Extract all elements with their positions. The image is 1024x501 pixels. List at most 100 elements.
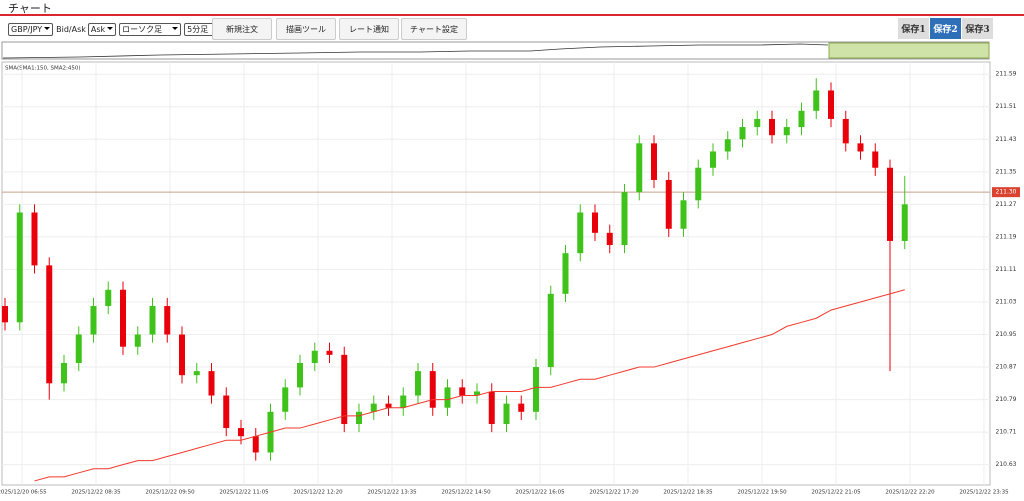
candle-body	[695, 167, 702, 201]
candle	[415, 362, 421, 404]
y-tick-label: 210.95	[996, 331, 1017, 338]
candle	[252, 428, 259, 461]
save-tab[interactable]: 保存1	[898, 18, 929, 39]
candle	[636, 135, 643, 201]
candle-body	[562, 253, 569, 294]
x-tick-label: 2025/12/22 21:05	[811, 490, 861, 496]
side-select[interactable]: Ask	[87, 22, 117, 36]
candle	[901, 175, 908, 250]
candle-body	[754, 118, 761, 128]
candle-body	[857, 143, 864, 152]
current-price-tag	[992, 187, 1020, 198]
candle	[459, 379, 466, 404]
toolbar-button[interactable]: レート通知	[339, 18, 399, 40]
candle	[429, 362, 436, 416]
candle	[474, 383, 480, 404]
x-tick-label: 2025/12/22 23:35	[959, 490, 1009, 496]
candle-body	[547, 293, 554, 368]
candle-body	[252, 436, 259, 453]
candle-body	[724, 139, 731, 152]
candle-body	[533, 367, 539, 412]
candle	[208, 362, 215, 404]
x-tick-label: 2025/12/22 19:50	[737, 490, 787, 496]
candle	[665, 171, 672, 237]
candle	[621, 184, 628, 254]
candle-body	[238, 428, 244, 437]
candle	[680, 192, 687, 237]
candle-body	[61, 362, 67, 384]
candle	[311, 342, 318, 372]
y-tick-label: 211.35	[996, 168, 1017, 175]
candle-body	[813, 90, 820, 111]
candle	[90, 297, 97, 343]
candle-body	[798, 110, 805, 128]
candle-body	[887, 167, 893, 241]
sma-line	[34, 289, 905, 482]
candle-body	[474, 391, 480, 396]
divider	[0, 14, 1024, 16]
x-tick-label: 2025/12/22 14:50	[441, 490, 491, 496]
candle-body	[75, 334, 82, 363]
candle-body	[828, 90, 834, 119]
candle	[326, 342, 333, 363]
candle	[695, 159, 702, 209]
y-tick-label: 211.11	[996, 266, 1017, 273]
candle	[887, 159, 893, 372]
candle	[61, 354, 67, 392]
y-tick-label: 210.87	[996, 364, 1017, 371]
x-tick-label: 2025/12/22 12:20	[293, 490, 343, 496]
x-tick-label: 2025/12/20 06:55	[0, 490, 47, 496]
candle	[739, 118, 746, 148]
toolbar-button[interactable]: 描画ツール	[276, 18, 336, 40]
candle-body	[415, 371, 421, 396]
candle	[724, 131, 731, 160]
candle-body	[842, 118, 849, 144]
save-tab[interactable]: 保存3	[962, 18, 993, 39]
candle-body	[385, 403, 392, 408]
x-tick-label: 2025/12/22 22:20	[885, 490, 935, 496]
candle	[872, 143, 879, 176]
candle-body	[592, 212, 598, 233]
toolbar-button[interactable]: チャート設定	[401, 18, 467, 40]
y-tick-label: 211.27	[996, 201, 1017, 208]
candle	[134, 326, 141, 355]
candle-body	[341, 354, 348, 424]
x-tick-label: 2025/12/22 11:05	[219, 490, 269, 496]
candle	[577, 204, 584, 262]
candle-body	[518, 403, 525, 412]
y-tick-label: 211.03	[996, 298, 1017, 305]
candle-body	[311, 350, 318, 363]
candle-body	[444, 387, 451, 408]
navigator-window[interactable]	[828, 42, 990, 59]
candle-body	[606, 232, 613, 246]
candle	[341, 346, 348, 433]
candle	[769, 110, 775, 144]
candle-body	[179, 334, 185, 376]
pair-select[interactable]: GBP/JPY	[8, 22, 54, 36]
candle-body	[282, 387, 289, 412]
toolbar-button[interactable]: 新規注文	[212, 18, 272, 40]
x-tick-label: 2025/12/22 13:35	[367, 490, 417, 496]
candle-body	[503, 403, 510, 424]
save-tab[interactable]: 保存2	[930, 18, 961, 39]
x-tick-label: 2025/12/22 08:35	[71, 490, 121, 496]
candle-body	[134, 334, 141, 347]
candle	[842, 110, 849, 152]
candle	[606, 224, 613, 254]
y-tick-label: 210.71	[996, 429, 1017, 436]
candle	[16, 204, 23, 331]
y-tick-label: 210.79	[996, 396, 1017, 403]
candle-body	[901, 204, 908, 241]
candle-body	[46, 265, 53, 384]
candle	[798, 102, 805, 136]
candle	[385, 395, 392, 416]
y-tick-label: 211.51	[996, 103, 1017, 110]
x-tick-label: 2025/12/22 18:35	[663, 490, 713, 496]
candle	[164, 297, 171, 343]
style-select[interactable]: ローソク足	[119, 22, 182, 36]
candle	[370, 395, 377, 420]
candle	[297, 354, 303, 396]
candle	[356, 403, 362, 433]
page-title: チャート	[8, 2, 52, 15]
